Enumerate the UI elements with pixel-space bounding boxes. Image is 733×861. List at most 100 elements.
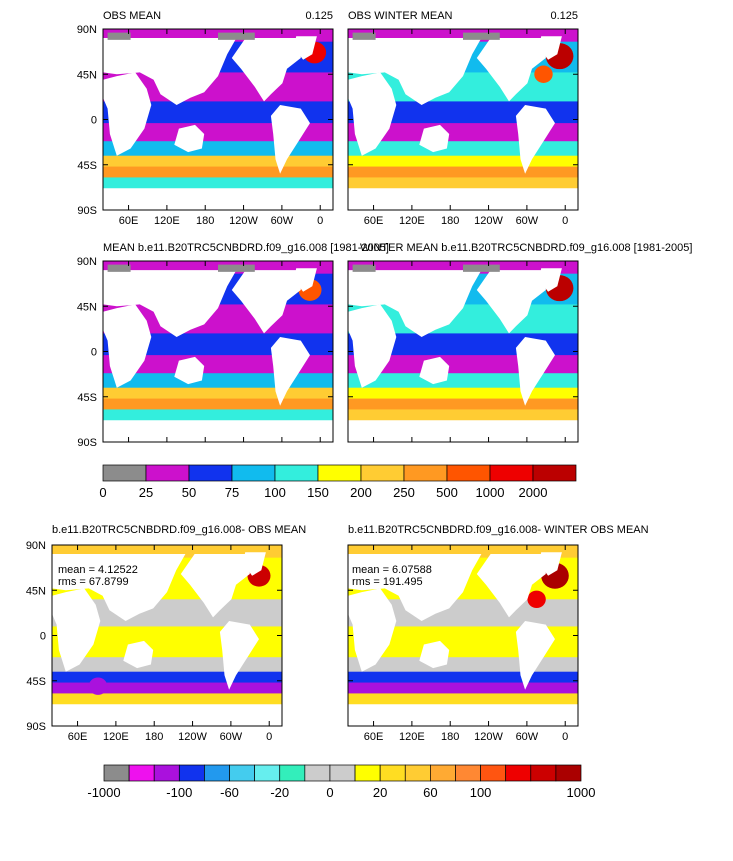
land-antarctic [348,188,578,210]
land-eurasia [52,554,186,621]
x-tick-label: 120W [178,731,207,743]
land-antarctic [103,420,333,442]
colorbar-label: 200 [350,485,372,500]
ocean-band [52,671,282,684]
land-eurasia [348,554,482,621]
y-tick-label: 45S [26,676,46,688]
land-nam [476,38,546,102]
diff-winter-obs-mean-stat-rms: rms = 191.495 [352,576,423,588]
x-tick-label: 60E [68,731,88,743]
colorbar-box [103,764,130,782]
x-tick-label: 0 [317,215,323,227]
diff-winter-obs-mean-stat-mean: mean = 6.07588 [352,564,432,576]
model-mean-axes: 90N 45N 0 45S 90S [77,256,334,449]
y-tick-label: 0 [40,631,46,643]
anomaly-blob [534,65,553,83]
colorbar-box [360,464,405,482]
ocean-band [103,409,333,421]
model-winter-mean-title: WINTER MEAN b.e11.B20TRC5CNBDRD.f09_g16.… [360,242,692,254]
y-tick-label: 90S [26,721,46,733]
land-nam [180,554,250,618]
colorbar-box [329,764,356,782]
land-greenland [293,268,317,292]
lower-colorbar-labels: -1000 -100 -60 -20 0 20 60 100 1000 [87,785,595,800]
lower-colorbar: -1000 -100 -60 -20 0 20 60 100 1000 [87,764,595,800]
colorbar-box [231,464,276,482]
diff-winter-obs-mean-map-field [348,545,578,726]
diff-obs-mean-stat-mean: mean = 4.12522 [58,564,138,576]
land-greenland [538,36,562,60]
y-tick-label: 90S [77,205,97,217]
colorbar-box [446,464,491,482]
colorbar-box [145,464,190,482]
colorbar-label: -20 [270,785,289,800]
colorbar-box [279,764,306,782]
x-tick-label: 180 [441,731,459,743]
colorbar-label: 0 [99,485,106,500]
land-aus [174,356,205,385]
obs-winter-mean-corner-label: 0.125 [550,10,578,22]
ocean-band [348,693,578,705]
colorbar-label: 100 [470,785,492,800]
land-antarctic [348,420,578,442]
sea-ice-mask [352,32,376,40]
ocean-band [348,682,578,694]
colorbar-label: 50 [182,485,196,500]
land-greenland [538,552,562,576]
colorbar-label: 100 [264,485,286,500]
land-greenland [538,268,562,292]
colorbar-box [489,464,534,482]
colorbar-label: 75 [225,485,239,500]
ocean-band [103,398,333,410]
y-tick-label: 90N [26,540,46,552]
upper-colorbar: 0 25 50 75 100 150 200 250 500 1000 2000 [99,464,577,500]
x-tick-label: 180 [441,215,459,227]
ocean-band [348,409,578,421]
colorbar-box [128,764,155,782]
ocean-band [103,155,333,168]
colorbar-box [274,464,319,482]
ocean-band [348,398,578,410]
x-tick-label: 0 [266,731,272,743]
model-mean-title: MEAN b.e11.B20TRC5CNBDRD.f09_g16.008 [19… [103,242,389,254]
sea-ice-mask [107,32,131,40]
x-tick-label: 120W [229,215,258,227]
land-sam [515,337,555,406]
colorbar-label: -100 [166,785,192,800]
obs-mean-corner-label: 0.125 [305,10,333,22]
panel-diff-winter-obs-mean: b.e11.B20TRC5CNBDRD.f09_g16.008- WINTER … [347,524,649,743]
colorbar-box [455,764,481,782]
land-nam [476,554,546,618]
obs-mean-map-field [103,29,333,210]
land-aus [419,356,450,385]
obs-winter-mean-title: OBS WINTER MEAN [348,10,453,22]
sea-ice-mask [218,32,255,40]
ocean-band [348,155,578,168]
land-sam [515,105,555,174]
x-tick-label: 180 [196,215,214,227]
land-nam [231,270,301,334]
land-nam [476,270,546,334]
y-tick-label: 90S [77,437,97,449]
colorbar-label: 60 [423,785,437,800]
diff-obs-mean-stat-rms: rms = 67.8799 [58,576,129,588]
colorbar-box [102,464,147,482]
sea-ice-mask [352,264,376,272]
lower-colorbar-boxes [103,764,582,782]
land-aus [123,640,154,669]
land-eurasia [348,38,482,105]
ocean-band [52,693,282,705]
x-tick-label: 120E [154,215,180,227]
y-tick-label: 45S [77,392,97,404]
land-aus [174,124,205,153]
colorbar-box [403,464,448,482]
x-tick-label: 120W [474,215,503,227]
ocean-band [348,657,578,673]
upper-colorbar-boxes [102,464,577,482]
x-tick-label: 180 [145,731,163,743]
x-tick-label: 60W [220,731,243,743]
land-nam [231,38,301,102]
ocean-band [348,166,578,178]
colorbar-box [379,764,406,782]
